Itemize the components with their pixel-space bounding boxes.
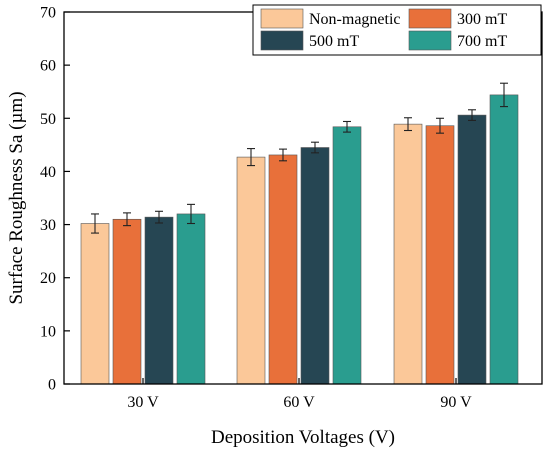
- y-tick-label: 40: [40, 164, 56, 181]
- error-bars-layer: [91, 82, 508, 234]
- bar: [425, 125, 455, 385]
- legend: Non-magnetic 300 mT 500 mT 700 mT: [252, 4, 542, 56]
- bar: [332, 126, 362, 385]
- legend-label: Non-magnetic: [309, 11, 401, 28]
- x-tick-label: 90 V: [440, 394, 472, 411]
- y-tick-label: 50: [40, 111, 56, 128]
- y-tick-label: 20: [40, 270, 56, 287]
- legend-swatch: [408, 8, 452, 29]
- bar: [176, 213, 206, 385]
- bar: [300, 147, 330, 385]
- bars-layer: [80, 94, 519, 385]
- y-tick-label: 70: [40, 5, 56, 22]
- y-axis-title: Surface Roughness Sa (µm): [6, 91, 27, 304]
- y-tick-label: 30: [40, 217, 56, 234]
- x-axis-title: Deposition Voltages (V): [211, 427, 395, 448]
- y-tick-label: 10: [40, 323, 56, 340]
- x-tick-label: 30 V: [127, 394, 159, 411]
- legend-swatch: [408, 30, 452, 51]
- x-tick-label: 60 V: [283, 394, 315, 411]
- bar: [144, 216, 174, 385]
- bar: [80, 223, 110, 385]
- legend-swatch: [260, 8, 304, 29]
- legend-label: 300 mT: [457, 11, 507, 28]
- bar: [457, 114, 487, 385]
- y-tick-label: 60: [40, 58, 56, 75]
- bar: [236, 156, 266, 385]
- axis-layer: 0 10 20 30 40 50 60 70 30 V 60 V 90 V: [40, 5, 472, 412]
- bar: [112, 218, 142, 385]
- bar: [268, 154, 298, 385]
- y-tick-label: 0: [48, 377, 56, 394]
- bar: [489, 94, 519, 385]
- legend-swatch: [260, 30, 304, 51]
- bar: [393, 123, 423, 385]
- legend-label: 500 mT: [309, 33, 359, 50]
- legend-label: 700 mT: [457, 33, 507, 50]
